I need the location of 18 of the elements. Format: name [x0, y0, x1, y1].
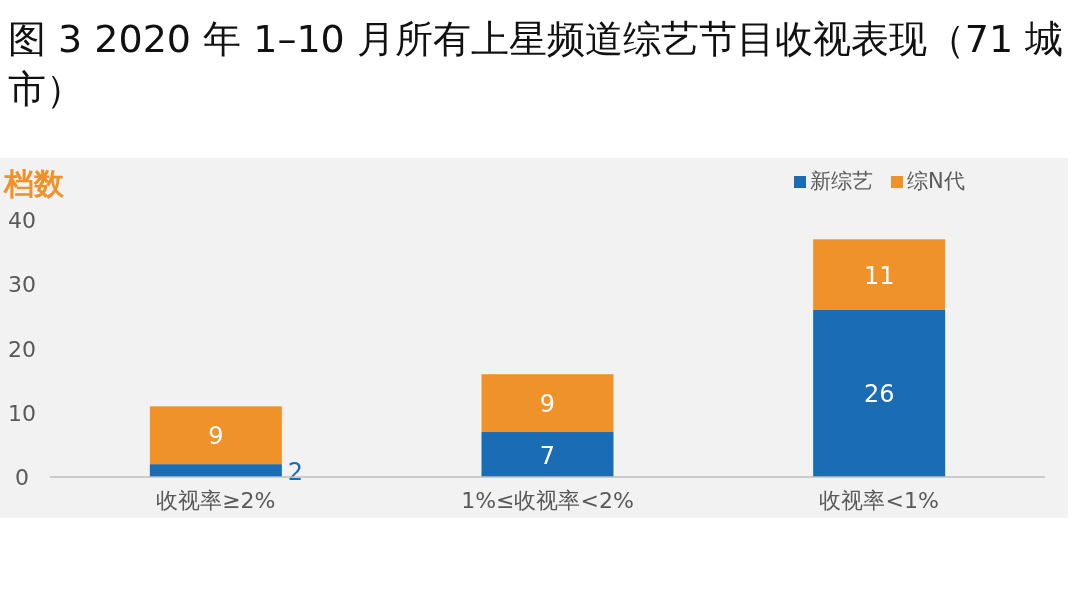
y-tick-label: 10 — [8, 400, 36, 426]
y-tick-label: 40 — [8, 208, 36, 233]
data-label: 9 — [539, 390, 556, 419]
data-label: 9 — [208, 422, 224, 451]
data-label: 11 — [863, 261, 895, 290]
y-tick-label: 20 — [8, 336, 36, 362]
data-label: 26 — [863, 380, 895, 409]
legend-label: 新综艺 — [810, 169, 873, 193]
y-axis-title: 档数 — [2, 166, 65, 201]
data-label: 2 — [287, 457, 304, 486]
x-tick-label: 收视率<1% — [819, 488, 939, 513]
x-tick-label: 1%≤收视率<2% — [461, 488, 634, 513]
legend-label: 综N代 — [907, 169, 965, 193]
y-tick-label: 0 — [15, 465, 29, 490]
x-tick-label: 收视率≥2% — [156, 488, 276, 513]
y-tick-label: 30 — [8, 272, 36, 298]
data-label: 7 — [539, 441, 556, 470]
title: 图 3 2020 年 1–10 月所有上星频道综艺节目收视表现（71 城市） — [8, 17, 1064, 111]
